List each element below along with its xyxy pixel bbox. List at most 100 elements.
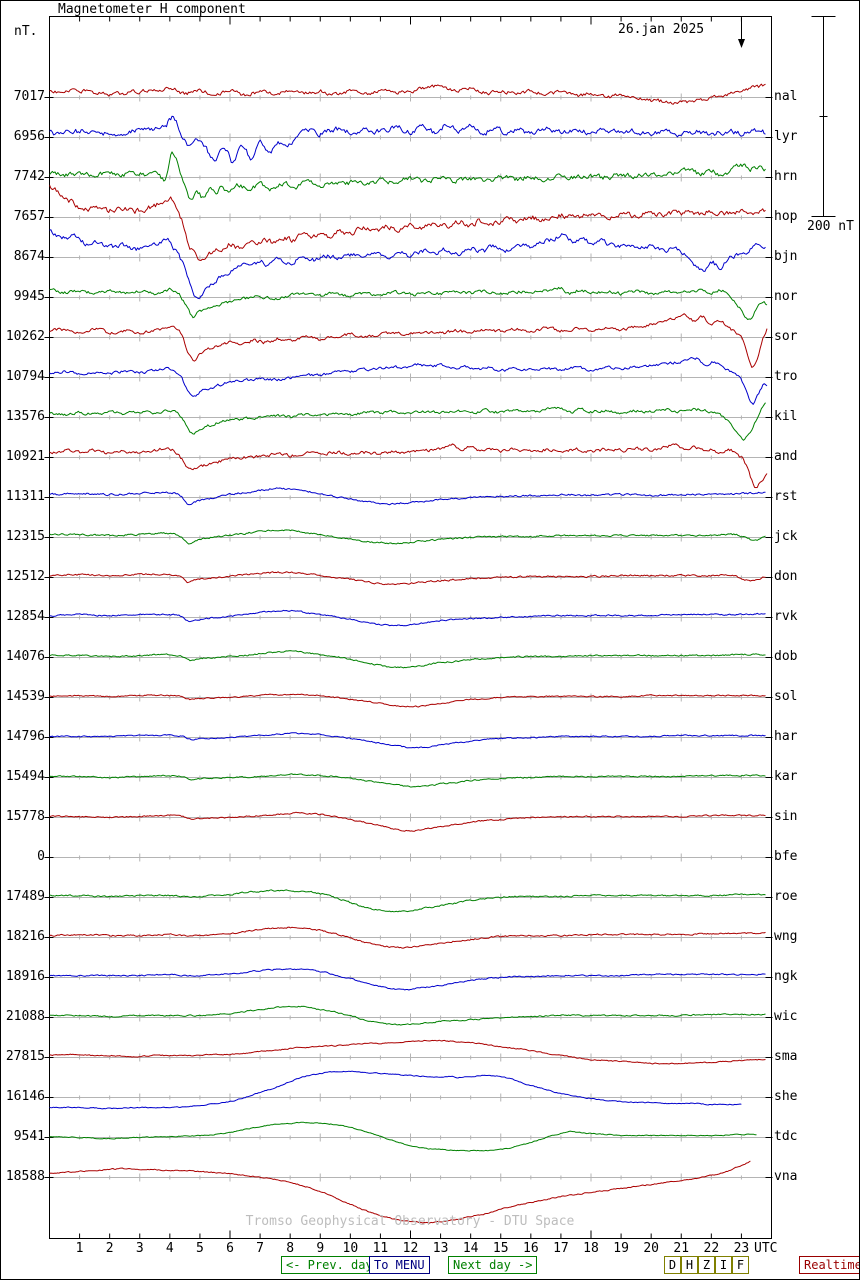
scale-bar — [811, 16, 836, 217]
hour-label-22: 22 — [703, 1241, 720, 1256]
left-axis-value-kar: 15494 — [5, 769, 45, 784]
hour-label-3: 3 — [135, 1241, 144, 1256]
left-axis-value-wic: 21088 — [5, 1009, 45, 1024]
station-code-bfe: bfe — [774, 849, 798, 864]
station-code-wng: wng — [774, 929, 798, 944]
station-code-don: don — [774, 569, 798, 584]
trace-roe — [49, 889, 766, 913]
hour-label-14: 14 — [462, 1241, 479, 1256]
trace-lyr — [49, 115, 766, 164]
left-axis-value-bfe: 0 — [37, 849, 45, 864]
baselines — [44, 93, 773, 1182]
left-axis-value-sin: 15778 — [5, 809, 45, 824]
station-code-wic: wic — [774, 1009, 798, 1024]
station-code-ngk: ngk — [774, 969, 798, 984]
trace-sin — [49, 811, 766, 832]
trace-kar — [49, 773, 766, 788]
component-button-z[interactable]: Z — [698, 1256, 715, 1274]
station-code-dob: dob — [774, 649, 798, 664]
realtime-button[interactable]: Realtime — [799, 1256, 859, 1274]
hour-label-19: 19 — [613, 1241, 629, 1256]
trace-wng — [49, 926, 766, 949]
trace-jck — [49, 529, 766, 545]
date-label: 26.jan 2025 — [618, 22, 705, 37]
station-code-rst: rst — [774, 489, 798, 504]
page-title: Magnetometer H component — [58, 2, 246, 17]
trace-don — [49, 571, 766, 586]
station-code-har: har — [774, 729, 798, 744]
station-code-sol: sol — [774, 689, 798, 704]
hour-label-20: 20 — [643, 1241, 659, 1256]
left-axis-value-sol: 14539 — [5, 689, 45, 704]
station-code-roe: roe — [774, 889, 798, 904]
hour-label-9: 9 — [316, 1241, 325, 1256]
date-arrow — [738, 18, 745, 48]
hour-label-4: 4 — [165, 1241, 174, 1256]
left-axis-value-tdc: 9541 — [13, 1129, 45, 1144]
left-axis-value-rvk: 12854 — [5, 609, 45, 624]
watermark: Tromso Geophysical Observatory - DTU Spa… — [245, 1214, 575, 1229]
hour-label-10: 10 — [342, 1241, 359, 1256]
station-code-kil: kil — [774, 409, 798, 424]
trace-sol — [49, 693, 766, 708]
left-axis-value-har: 14796 — [5, 729, 45, 744]
left-axis-value-don: 12512 — [5, 569, 45, 584]
traces — [49, 83, 768, 1224]
trace-hop — [49, 184, 766, 261]
prev-day-button[interactable]: <- Prev. day — [281, 1256, 378, 1274]
scale-bar-label: 200 nT — [807, 219, 854, 234]
trace-wic — [49, 1005, 766, 1026]
trace-nal — [49, 83, 766, 105]
station-code-and: and — [774, 449, 798, 464]
left-axis-value-roe: 17489 — [5, 889, 45, 904]
left-axis-value-hop: 7657 — [13, 209, 45, 224]
station-code-tro: tro — [774, 369, 798, 384]
station-code-kar: kar — [774, 769, 798, 784]
station-code-she: she — [774, 1089, 798, 1104]
hour-label-1: 1 — [75, 1241, 84, 1256]
left-axis-value-jck: 12315 — [5, 529, 45, 544]
trace-nor — [49, 286, 768, 320]
component-button-d[interactable]: D — [664, 1256, 681, 1274]
trace-kil — [49, 402, 766, 441]
hour-label-15: 15 — [492, 1241, 509, 1256]
station-code-nor: nor — [774, 289, 798, 304]
component-button-f[interactable]: F — [732, 1256, 749, 1274]
station-code-vna: vna — [774, 1169, 798, 1184]
trace-sor — [49, 313, 768, 368]
station-code-lyr: lyr — [774, 129, 798, 144]
trace-hrn — [49, 151, 766, 200]
hour-label-6: 6 — [226, 1241, 234, 1256]
trace-rvk — [49, 609, 766, 627]
hour-label-12: 12 — [402, 1241, 419, 1256]
left-axis-value-nor: 9945 — [13, 289, 45, 304]
hour-label-13: 13 — [432, 1241, 449, 1256]
hour-label-11: 11 — [372, 1241, 389, 1256]
left-axis-value-wng: 18216 — [5, 929, 45, 944]
to-menu-button[interactable]: To MENU — [369, 1256, 430, 1274]
hour-label-18: 18 — [583, 1241, 599, 1256]
hour-label-2: 2 — [105, 1241, 114, 1256]
station-code-tdc: tdc — [774, 1129, 798, 1144]
component-button-i[interactable]: I — [715, 1256, 732, 1274]
left-axis-value-sor: 10262 — [5, 329, 45, 344]
hour-label-23: 23 — [733, 1241, 750, 1256]
hour-label-17: 17 — [553, 1241, 569, 1256]
station-code-sor: sor — [774, 329, 798, 344]
hour-label-7: 7 — [256, 1241, 264, 1256]
component-button-h[interactable]: H — [681, 1256, 698, 1274]
left-axis-value-ngk: 18916 — [5, 969, 45, 984]
left-axis-value-nal: 7017 — [13, 89, 45, 104]
left-axis-value-dob: 14076 — [5, 649, 45, 664]
station-code-rvk: rvk — [774, 609, 798, 624]
hour-label-5: 5 — [195, 1241, 204, 1256]
trace-and — [49, 443, 768, 489]
left-axis-value-bjn: 8674 — [13, 249, 45, 264]
next-day-button[interactable]: Next day -> — [448, 1256, 538, 1274]
hour-label-21: 21 — [673, 1241, 690, 1256]
hour-label-16: 16 — [523, 1241, 539, 1256]
trace-har — [49, 732, 766, 749]
